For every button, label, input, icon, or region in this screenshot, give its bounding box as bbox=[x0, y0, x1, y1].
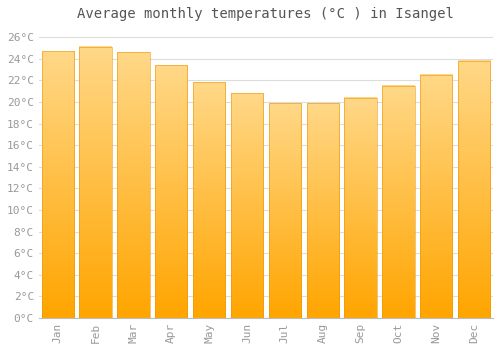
Title: Average monthly temperatures (°C ) in Isangel: Average monthly temperatures (°C ) in Is… bbox=[78, 7, 454, 21]
